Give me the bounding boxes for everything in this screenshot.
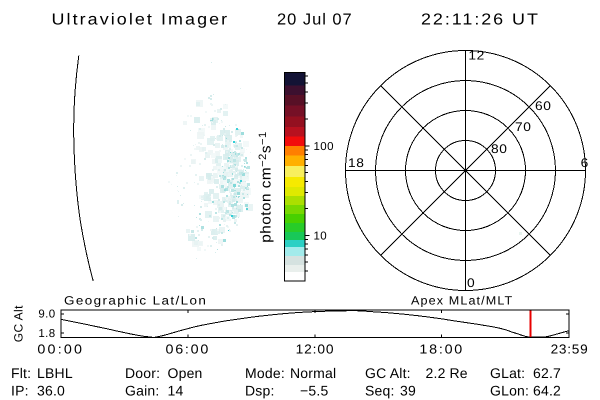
svg-text:60: 60 xyxy=(535,99,551,113)
svg-text:23:59: 23:59 xyxy=(551,342,589,357)
svg-text:06:00: 06:00 xyxy=(165,342,210,357)
svg-text:12:00: 12:00 xyxy=(296,342,335,357)
svg-text:14: 14 xyxy=(168,383,184,399)
svg-text:36.0: 36.0 xyxy=(37,383,65,399)
svg-text:20 Jul 07: 20 Jul 07 xyxy=(277,12,353,29)
svg-text:62.7: 62.7 xyxy=(533,365,561,381)
svg-text:18: 18 xyxy=(348,156,364,170)
svg-text:10: 10 xyxy=(314,230,328,242)
svg-text:Dsp:: Dsp: xyxy=(245,383,275,399)
svg-text:GC Alt: GC Alt xyxy=(12,305,26,342)
svg-text:LBHL: LBHL xyxy=(37,365,73,381)
svg-text:2.2: 2.2 xyxy=(426,365,446,381)
svg-text:photon cm−2s−1: photon cm−2s−1 xyxy=(257,131,274,243)
svg-text:70: 70 xyxy=(515,120,531,134)
svg-text:9.0: 9.0 xyxy=(38,309,55,321)
svg-text:64.2: 64.2 xyxy=(533,383,561,399)
svg-text:GLat:: GLat: xyxy=(490,365,525,381)
svg-text:Mode:: Mode: xyxy=(245,365,285,381)
svg-text:6: 6 xyxy=(581,156,589,170)
svg-text:Normal: Normal xyxy=(290,365,336,381)
svg-text:22:11:26 UT: 22:11:26 UT xyxy=(421,12,540,29)
svg-text:GC Alt:: GC Alt: xyxy=(365,365,411,381)
svg-text:Apex MLat/MLT: Apex MLat/MLT xyxy=(411,294,513,308)
svg-text:80: 80 xyxy=(491,142,507,156)
svg-text:00:00: 00:00 xyxy=(37,342,84,357)
svg-text:39: 39 xyxy=(400,383,416,399)
svg-text:Ultraviolet Imager: Ultraviolet Imager xyxy=(52,12,230,29)
svg-text:1.8: 1.8 xyxy=(38,328,55,340)
svg-text:Flt:: Flt: xyxy=(11,365,31,381)
svg-text:0: 0 xyxy=(467,276,475,290)
svg-text:Re: Re xyxy=(450,365,468,381)
svg-text:Geographic Lat/Lon: Geographic Lat/Lon xyxy=(64,294,207,308)
svg-text:GLon:: GLon: xyxy=(490,383,529,399)
svg-text:12: 12 xyxy=(468,49,484,63)
svg-text:−5.5: −5.5 xyxy=(300,383,328,399)
svg-text:IP:: IP: xyxy=(11,383,29,399)
svg-text:Open: Open xyxy=(168,365,203,381)
svg-text:100: 100 xyxy=(314,141,334,153)
svg-text:Door:: Door: xyxy=(125,365,160,381)
svg-text:Seq:: Seq: xyxy=(365,383,395,399)
svg-text:Gain:: Gain: xyxy=(125,383,159,399)
svg-text:18:00: 18:00 xyxy=(419,342,464,357)
